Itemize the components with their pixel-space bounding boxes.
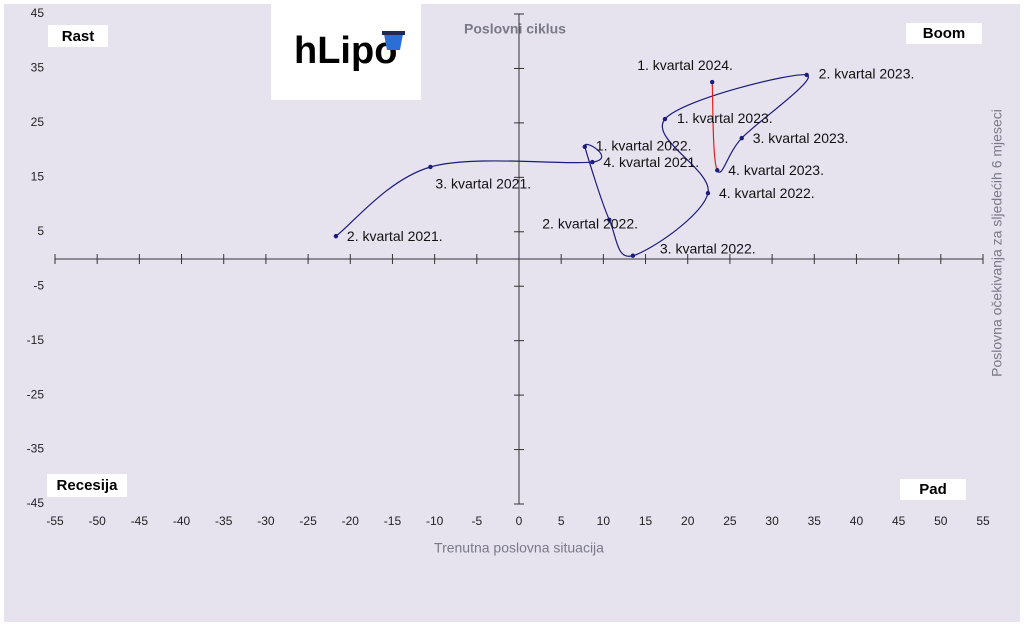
logo: hLipo (294, 30, 397, 72)
curve-segment (430, 160, 593, 168)
x-tick-label: 0 (516, 514, 523, 528)
chart-title: Poslovni ciklus (464, 21, 566, 37)
point-label: 2. kvartal 2022. (542, 216, 638, 232)
quadrant-label: Boom (923, 25, 966, 42)
point-label: 1. kvartal 2024. (637, 57, 733, 73)
point (715, 168, 720, 173)
point-label: 1. kvartal 2023. (677, 110, 773, 126)
y-tick-label: -35 (27, 442, 45, 456)
y-tick-label: 25 (31, 115, 45, 129)
x-tick-label: 5 (558, 514, 565, 528)
x-tick-label: -35 (215, 514, 233, 528)
x-tick-label: 55 (976, 514, 990, 528)
x-tick-label: -5 (471, 514, 482, 528)
curve-segment (584, 146, 610, 221)
x-tick-label: 25 (723, 514, 737, 528)
quadrant-box (900, 479, 966, 500)
point-label: 4. kvartal 2022. (719, 185, 815, 201)
point (333, 233, 339, 239)
point (739, 135, 744, 141)
point-label: 3. kvartal 2022. (660, 240, 756, 256)
curve-segment (664, 74, 807, 120)
x-tick-label: -55 (46, 514, 64, 528)
curve-segment (335, 166, 431, 237)
quadrant-box (48, 25, 108, 47)
y-tick-label: -45 (27, 496, 45, 510)
point (590, 159, 595, 165)
x-axis-label: Trenutna poslovna situacija (434, 540, 604, 556)
point (709, 79, 715, 85)
point-label: 2. kvartal 2023. (819, 66, 915, 82)
quadrant-label: Pad (919, 481, 947, 498)
x-tick-label: -45 (131, 514, 149, 528)
x-tick-label: -30 (257, 514, 275, 528)
y-tick-label: -25 (27, 387, 45, 401)
y-axis-label: Poslovna očekivanja za sljedećih 6 mjese… (989, 109, 1005, 377)
quadrant-label: Rast (62, 28, 95, 45)
point-label: 2. kvartal 2021. (347, 228, 443, 244)
logo-box: hLipo (271, 4, 421, 100)
curve-segment (661, 118, 709, 194)
point (705, 190, 711, 196)
x-tick-label: -15 (384, 514, 402, 528)
y-tick-label: 15 (31, 170, 45, 184)
x-tick-label: -20 (342, 514, 360, 528)
x-tick-label: 35 (808, 514, 822, 528)
logo-rim (382, 31, 405, 35)
y-tick-label: -5 (33, 278, 44, 292)
x-tick-label: -10 (426, 514, 444, 528)
point (662, 116, 668, 122)
y-tick-label: 5 (37, 224, 44, 238)
x-tick-label: -50 (89, 514, 107, 528)
point-label: 1. kvartal 2022. (596, 138, 692, 154)
point-label: 4. kvartal 2023. (728, 162, 824, 178)
point (804, 72, 809, 78)
background (4, 4, 1020, 622)
x-tick-label: 50 (934, 514, 948, 528)
quadrant-box (906, 23, 982, 44)
quadrant-box (47, 474, 127, 497)
y-tick-label: 35 (31, 61, 45, 75)
point-label: 3. kvartal 2021. (435, 176, 531, 192)
x-tick-label: 20 (681, 514, 695, 528)
point (582, 144, 588, 150)
point-label: 3. kvartal 2023. (753, 130, 849, 146)
x-tick-label: 40 (850, 514, 864, 528)
quadrant-label: Recesija (57, 477, 119, 494)
point (428, 164, 433, 170)
logo-glass (384, 34, 403, 50)
x-tick-label: 10 (597, 514, 611, 528)
x-tick-label: -25 (299, 514, 317, 528)
point-label: 4. kvartal 2021. (603, 154, 699, 170)
x-tick-label: 15 (639, 514, 653, 528)
point (607, 217, 612, 222)
curve-segment (711, 82, 718, 171)
x-tick-label: 30 (765, 514, 779, 528)
y-tick-label: 45 (31, 6, 45, 20)
y-tick-label: -15 (27, 333, 45, 347)
x-tick-label: 45 (892, 514, 906, 528)
curve-segment (632, 192, 709, 257)
point (630, 253, 636, 258)
curve-segment (608, 219, 634, 257)
curve-segment (741, 74, 809, 139)
x-tick-label: -40 (173, 514, 191, 528)
logo-bg (271, 4, 421, 100)
